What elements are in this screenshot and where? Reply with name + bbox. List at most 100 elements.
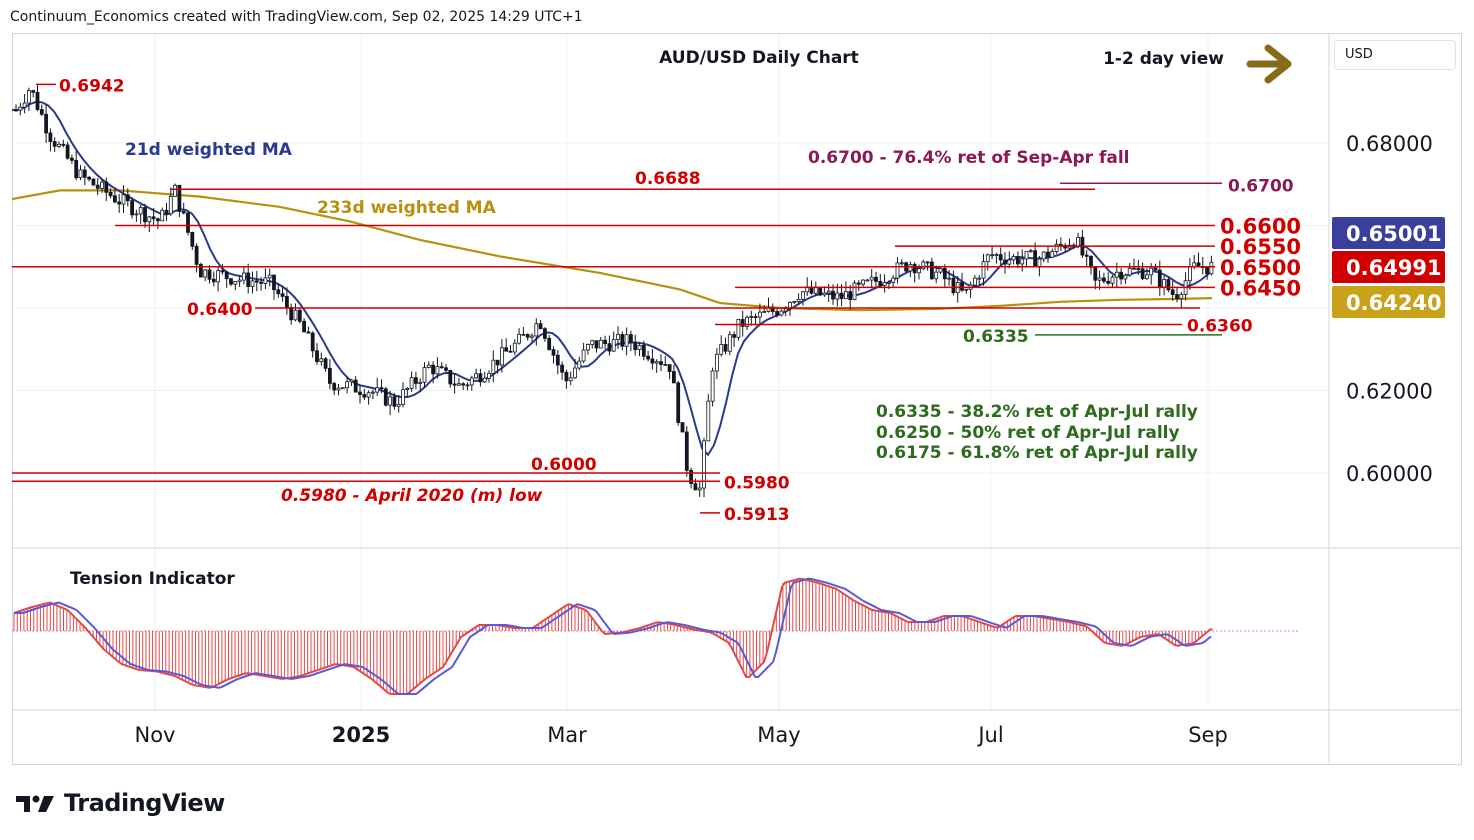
level-label-0.6942: 0.6942: [59, 76, 125, 96]
candle-body: [370, 391, 375, 394]
view-label: 1-2 day view: [1103, 49, 1224, 69]
candle-body: [560, 364, 564, 373]
candle-body: [276, 289, 281, 295]
candle-body: [1011, 256, 1016, 261]
candle-body: [581, 349, 586, 362]
candle-body: [573, 367, 577, 379]
candle-body: [1179, 294, 1184, 300]
candle-body: [327, 367, 332, 384]
candle-body: [598, 339, 603, 349]
candle-body: [1076, 236, 1080, 247]
level-label-0.6700: 0.6700: [1228, 176, 1294, 196]
candle-body: [1007, 259, 1012, 265]
candle-body: [499, 347, 504, 366]
candle-body: [151, 216, 156, 220]
level-label-0.6550: 0.6550: [1220, 235, 1301, 259]
candle-body: [478, 373, 483, 383]
level-label-0.6500: 0.6500: [1220, 256, 1301, 280]
candle-body: [667, 364, 672, 372]
candle-body: [332, 383, 337, 391]
y-tick-label: 0.62000: [1346, 380, 1433, 404]
candle-body: [95, 184, 100, 189]
candle-body: [865, 279, 870, 282]
candle-body: [1050, 251, 1055, 258]
currency-selector[interactable]: USD: [1334, 40, 1456, 70]
candle-body: [947, 277, 951, 280]
candle-body: [1162, 279, 1166, 288]
candle-body: [366, 392, 371, 398]
indicator-signal-red: [13, 577, 1212, 695]
candle-body: [409, 377, 414, 389]
axes: 0.68000 0.62000 0.60000 Nov 2025 Mar May Jul Sep: [12, 34, 1462, 764]
candle-body: [844, 291, 848, 300]
x-tick-label: Nov: [135, 723, 176, 747]
candle-body: [293, 309, 298, 321]
candle-body: [14, 109, 18, 112]
candle-body: [345, 381, 350, 389]
candle-body: [723, 344, 728, 352]
candle-body: [753, 316, 758, 318]
candle-body: [1024, 250, 1029, 260]
tradingview-logo[interactable]: TradingView: [14, 788, 225, 818]
candle-body: [534, 323, 539, 337]
candle-body: [788, 301, 792, 310]
candle-body: [869, 276, 874, 281]
candle-body: [61, 143, 66, 146]
candle-body: [1097, 277, 1102, 281]
price-badge: 0.64991: [1332, 251, 1445, 283]
candle-body: [113, 195, 117, 203]
candle-body: [1028, 250, 1033, 253]
price-badge-bg: [1332, 286, 1445, 318]
x-tick-label: May: [757, 723, 800, 747]
candle-body: [439, 366, 444, 369]
level-label-0.6688: 0.6688: [635, 169, 701, 189]
candle-body: [964, 288, 969, 291]
indicator: [12, 577, 1300, 695]
candle-body: [680, 422, 685, 433]
candle-body: [994, 254, 999, 256]
candle-body: [310, 332, 315, 352]
candle-body: [998, 254, 1003, 261]
candle-body: [620, 334, 625, 347]
candle-body: [1041, 251, 1046, 260]
candle-body: [637, 344, 642, 351]
candle-body: [719, 344, 724, 355]
candle-body: [379, 387, 384, 390]
candle-body: [977, 277, 982, 280]
candle-body: [852, 282, 857, 301]
candle-body: [1114, 271, 1119, 278]
candle-body: [925, 261, 930, 264]
candle-body: [186, 212, 190, 233]
y-tick-label: 0.60000: [1346, 462, 1433, 486]
price-badge-label: 0.65001: [1346, 222, 1442, 246]
candle-body: [237, 279, 242, 282]
candle-body: [155, 218, 160, 222]
candle-body: [985, 254, 990, 263]
candle-body: [1084, 254, 1089, 257]
candle-body: [121, 194, 126, 205]
candle-body: [35, 91, 40, 110]
candle-body: [654, 361, 659, 364]
candle-body: [1059, 243, 1063, 246]
candle-body: [246, 272, 251, 287]
candle-body: [461, 383, 466, 386]
candle-body: [1093, 266, 1098, 281]
price-badge: 0.64240: [1332, 286, 1445, 318]
candle-body: [323, 358, 328, 369]
candle-body: [358, 391, 362, 395]
tradingview-wordmark: TradingView: [64, 789, 225, 817]
candle-body: [762, 311, 767, 313]
candle-body: [899, 262, 904, 265]
candle-body: [521, 333, 526, 336]
candle-body: [702, 440, 706, 489]
candle-body: [456, 383, 461, 386]
candle-body: [284, 296, 289, 308]
chart-frame[interactable]: [12, 33, 1462, 765]
candle-body: [706, 400, 711, 442]
candle-body: [839, 292, 844, 300]
candle-body: [973, 277, 977, 286]
candle-body: [1205, 267, 1209, 275]
level-label-0.6335: 0.6335: [963, 327, 1029, 347]
candle-body: [568, 377, 573, 382]
